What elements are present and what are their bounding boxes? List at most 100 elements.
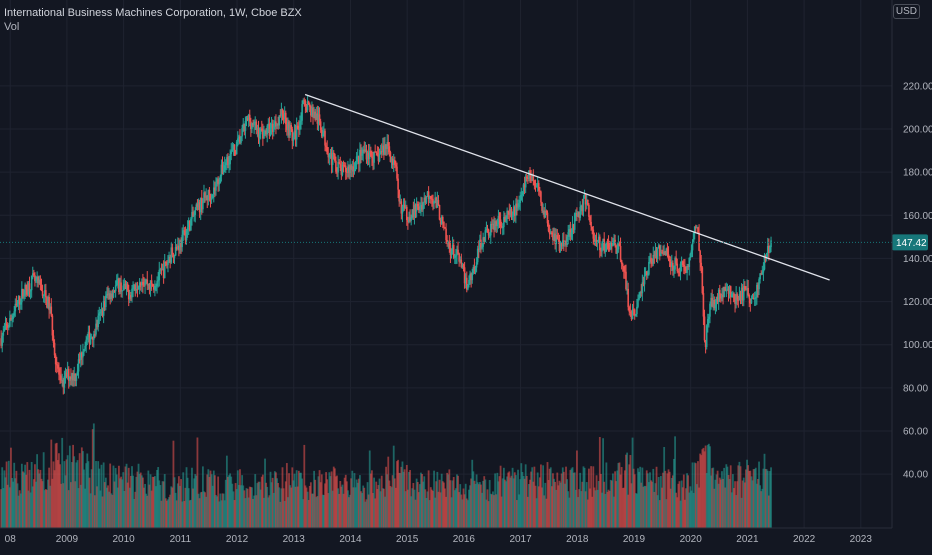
candle-body: [236, 138, 239, 142]
candle-body: [255, 121, 258, 131]
volume-bar: [325, 472, 328, 528]
volume-bar: [628, 464, 631, 528]
volume-bar: [112, 465, 115, 528]
volume-bar: [115, 474, 118, 528]
candle-body: [77, 359, 80, 372]
volume-bar: [743, 482, 746, 528]
candle-body: [367, 152, 370, 159]
volume-bar: [481, 492, 483, 528]
candle-body: [65, 372, 68, 377]
volume-bar: [153, 476, 156, 528]
candle-body: [641, 282, 644, 294]
volume-bar: [44, 489, 47, 528]
volume-bar: [176, 483, 179, 528]
volume-bar: [273, 471, 276, 528]
volume-bar: [512, 478, 515, 528]
volume-bar: [65, 459, 68, 528]
candle-body: [715, 296, 718, 305]
volume-bar: [26, 462, 29, 528]
volume-bar: [17, 495, 20, 528]
volume-bar: [709, 446, 711, 528]
volume-bar: [60, 483, 63, 528]
volume-bar: [5, 461, 8, 528]
volume-bar: [301, 478, 304, 528]
volume-bar: [136, 471, 139, 528]
volume-bar: [487, 501, 490, 528]
candle-body: [185, 230, 188, 241]
volume-bar: [289, 485, 292, 528]
candle-body: [73, 373, 75, 381]
candle-body: [612, 240, 614, 247]
volume-bar: [698, 487, 700, 528]
candle-body: [23, 295, 25, 297]
currency-badge[interactable]: USD: [892, 4, 920, 19]
candle-body: [344, 165, 347, 172]
candle-body: [661, 252, 663, 254]
volume-bar: [687, 475, 690, 528]
candle-body: [481, 246, 483, 248]
candle-body: [147, 283, 150, 286]
candle-body: [486, 229, 489, 231]
volume-bar: [55, 442, 58, 528]
volume-bar: [649, 472, 651, 528]
candle-body: [625, 271, 627, 290]
candle-body: [198, 202, 201, 213]
volume-bar: [24, 464, 27, 528]
volume-bar: [185, 467, 188, 528]
volume-bar: [365, 499, 368, 528]
volume-bar: [254, 474, 257, 528]
volume-bar: [220, 500, 223, 528]
volume-bar: [224, 479, 227, 528]
volume-bar: [640, 482, 643, 528]
volume-bar: [354, 487, 357, 528]
volume-bar: [677, 483, 680, 528]
volume-bar: [332, 466, 335, 528]
candle-body: [373, 151, 375, 163]
candle-body: [633, 309, 636, 316]
volume-bar: [652, 468, 655, 528]
volume-bar: [627, 494, 630, 528]
volume-bar: [439, 492, 442, 528]
volume-bar: [769, 471, 771, 528]
volume-bar: [574, 489, 577, 528]
candle-body: [241, 128, 243, 137]
candle-body: [60, 375, 62, 381]
volume-bar: [589, 488, 591, 528]
candle-body: [410, 218, 412, 221]
candle-body: [131, 288, 133, 298]
volume-bar: [498, 476, 501, 528]
candle-body: [758, 279, 760, 290]
volume-bar: [409, 470, 411, 528]
candle-body: [36, 276, 38, 280]
candle-body: [424, 197, 427, 203]
candle-body: [300, 120, 302, 122]
volume-bar: [547, 480, 550, 528]
candle-body: [356, 156, 359, 158]
candle-body: [113, 290, 116, 292]
candle-body: [123, 283, 126, 286]
volume-bar: [1, 467, 4, 528]
volume-bar: [482, 480, 485, 528]
volume-bar: [572, 472, 575, 528]
volume-bar: [528, 484, 530, 528]
volume-bar: [221, 493, 224, 528]
candle-body: [85, 339, 87, 346]
volume-bar: [585, 482, 588, 528]
volume-bar: [653, 491, 656, 528]
candle-body: [619, 245, 622, 261]
volume-bar: [610, 480, 613, 528]
candle-body: [159, 269, 162, 271]
candle-body: [96, 323, 98, 328]
candle-body: [473, 266, 476, 271]
volume-bar: [277, 482, 280, 528]
volume-bar: [86, 453, 89, 528]
volume-bar: [405, 464, 408, 528]
volume-bar: [403, 469, 406, 528]
volume-bar: [603, 481, 606, 528]
volume-bar: [52, 461, 55, 528]
candle-body: [197, 202, 200, 208]
candle-body: [156, 281, 158, 286]
candle-body: [39, 279, 42, 286]
volume-bar: [120, 476, 122, 528]
